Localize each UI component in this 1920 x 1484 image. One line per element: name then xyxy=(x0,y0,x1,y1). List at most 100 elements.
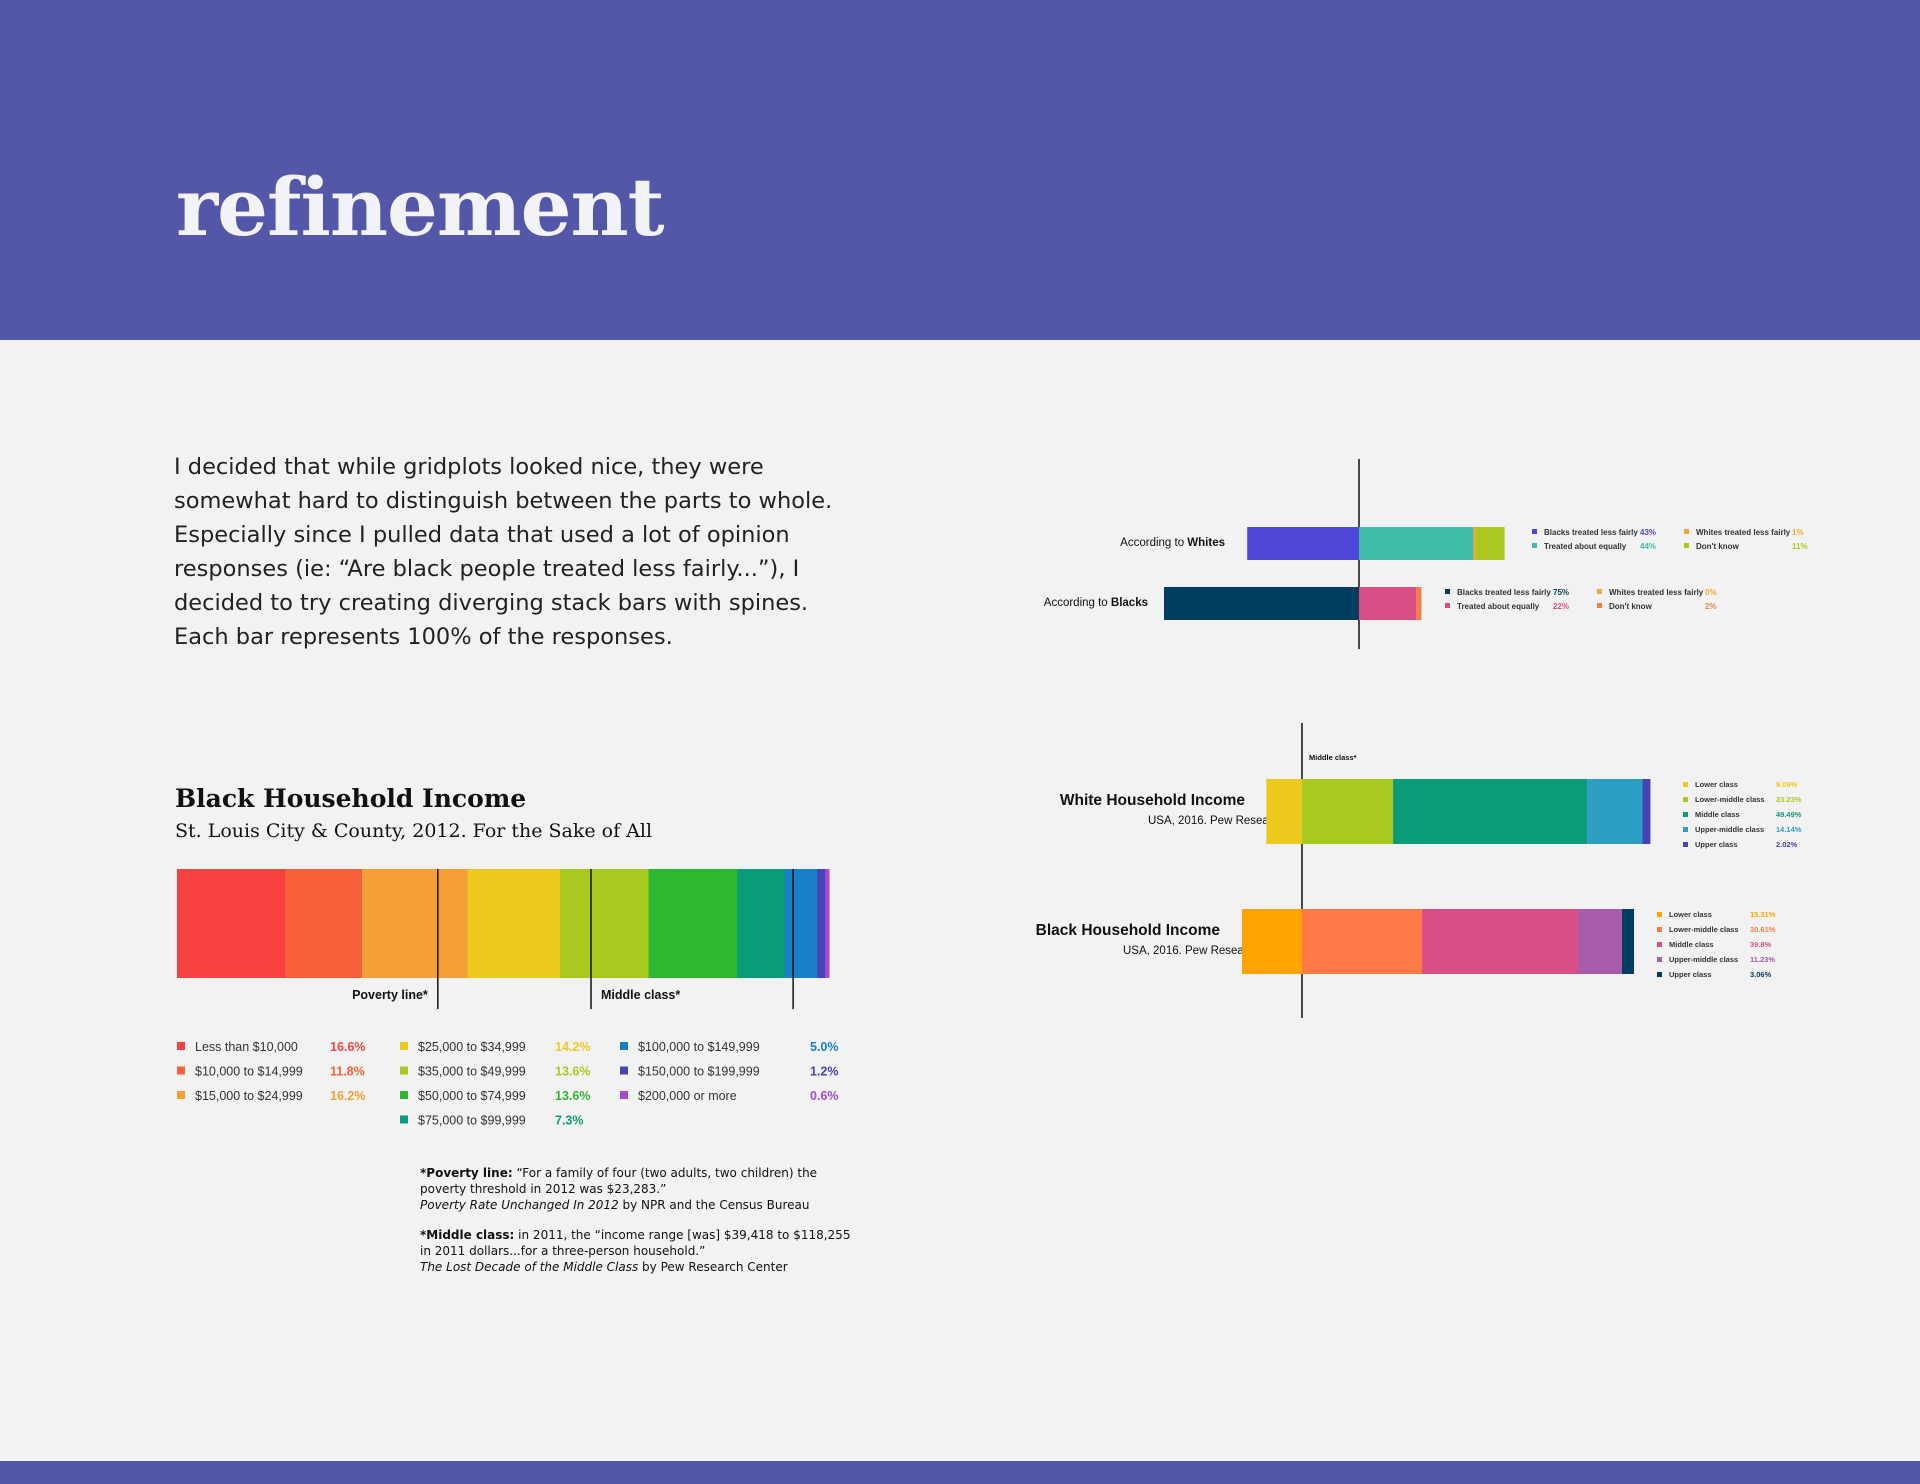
class-bar-segment xyxy=(1302,909,1422,974)
legend-label: $100,000 to $149,999 xyxy=(638,1040,760,1054)
stl-income-chart: Poverty line* Middle class* Less than $10,… xyxy=(177,869,839,1128)
income-bar-segment xyxy=(177,869,286,978)
legend-label: Treated about equally xyxy=(1457,602,1540,611)
black-income-subtitle: St. Louis City & County, 2012. For the S… xyxy=(175,820,653,842)
legend-swatch xyxy=(1657,942,1662,947)
middle-footnote-head: *Middle class: xyxy=(420,1228,515,1242)
class-bar-segment xyxy=(1622,909,1635,974)
income-bar-segment xyxy=(285,869,363,978)
legend-label: Lower class xyxy=(1669,910,1712,919)
legend-label: Upper-middle class xyxy=(1695,825,1764,834)
legend-label: Middle class xyxy=(1669,940,1714,949)
income-bar-segment xyxy=(559,869,650,978)
legend-swatch xyxy=(1684,543,1689,548)
class-bar-segment xyxy=(1421,909,1579,974)
legend-value: 14.14% xyxy=(1776,825,1802,834)
legend-value: 16.2% xyxy=(330,1089,365,1103)
legend-value: 49.49% xyxy=(1776,810,1802,819)
row-label-emphasis: Blacks xyxy=(1111,597,1148,609)
opinion-bar-segment xyxy=(1164,587,1359,620)
row-label-emphasis: Whites xyxy=(1187,537,1225,549)
legend-label: $200,000 or more xyxy=(638,1089,737,1103)
legend-label: Middle class xyxy=(1695,810,1740,819)
legend-swatch xyxy=(1657,927,1662,932)
intro-paragraph: I decided that while gridplots looked ni… xyxy=(174,454,833,650)
legend-label: Lower class xyxy=(1695,780,1738,789)
legend-label: Blacks treated less fairly xyxy=(1457,588,1551,597)
legend-swatch xyxy=(1532,529,1537,534)
poverty-footnote-head: *Poverty line: xyxy=(420,1166,513,1180)
legend-swatch xyxy=(400,1115,408,1124)
class-bar-segment xyxy=(1587,779,1643,844)
legend-swatch xyxy=(620,1042,628,1050)
legend-value: 1% xyxy=(1792,528,1804,537)
legend-value: 7.3% xyxy=(555,1114,584,1128)
black-income-title: Black Household Income xyxy=(175,784,527,813)
legend-value: 44% xyxy=(1640,542,1656,551)
legend-swatch xyxy=(1684,529,1689,534)
legend-label: $25,000 to $34,999 xyxy=(418,1040,526,1054)
legend-swatch xyxy=(1683,782,1688,787)
legend-value: 0% xyxy=(1705,588,1717,597)
legend-label: Whites treated less fairly xyxy=(1609,588,1704,597)
legend-label: $75,000 to $99,999 xyxy=(418,1114,526,1128)
legend-label: Don't know xyxy=(1696,542,1740,551)
income-bar-segment xyxy=(467,869,561,978)
opinion-bar-segment xyxy=(1247,527,1359,560)
legend-swatch xyxy=(1445,603,1450,608)
legend-label: $10,000 to $14,999 xyxy=(195,1065,303,1079)
legend-swatch xyxy=(1683,812,1688,817)
row-title: White Household Income xyxy=(1060,792,1246,809)
legend-label: Treated about equally xyxy=(1544,542,1627,551)
row-label-prefix: According to xyxy=(1120,537,1187,549)
legend-swatch xyxy=(177,1042,185,1050)
class-bar-segment xyxy=(1302,779,1394,844)
legend-label: Less than $10,000 xyxy=(195,1040,298,1054)
income-bar-segment xyxy=(361,869,469,978)
class-diverging-chart: Middle class*White Household IncomeUSA, … xyxy=(1036,723,1802,1018)
income-bar-segment xyxy=(825,869,830,978)
class-bar-segment xyxy=(1578,909,1623,974)
legend-swatch xyxy=(1657,957,1662,962)
legend-value: 9.09% xyxy=(1776,780,1798,789)
legend-swatch xyxy=(1683,797,1688,802)
legend-label: Upper class xyxy=(1669,970,1712,979)
legend-swatch xyxy=(1597,603,1602,608)
legend-value: 43% xyxy=(1640,528,1656,537)
poverty-footnote-source-rest: by NPR and the Census Bureau xyxy=(618,1198,810,1212)
class-bar-segment xyxy=(1642,779,1651,844)
income-bar-segment xyxy=(648,869,738,978)
legend-swatch xyxy=(1683,827,1688,832)
row-label: According to Blacks xyxy=(1044,597,1148,609)
legend-value: 11.8% xyxy=(330,1065,365,1079)
annotation-label: Poverty line* xyxy=(352,988,428,1002)
legend-value: 2% xyxy=(1705,602,1717,611)
row-label-prefix: According to xyxy=(1044,597,1111,609)
legend-value: 11.23% xyxy=(1750,955,1775,964)
legend-value: 22% xyxy=(1553,602,1569,611)
legend-label: Don't know xyxy=(1609,602,1653,611)
row-label: According to Whites xyxy=(1120,537,1225,549)
legend-label: Whites treated less fairly xyxy=(1696,528,1791,537)
opinion-bar-segment xyxy=(1416,587,1422,620)
legend-value: 3.06% xyxy=(1750,970,1772,979)
legend-swatch xyxy=(1597,589,1602,594)
legend-swatch xyxy=(620,1091,628,1099)
middle-footnote-source: The Lost Decade of the Middle Class xyxy=(420,1260,639,1274)
legend-swatch xyxy=(620,1066,628,1075)
poverty-footnote-text: “For a family of four (two adults, two c… xyxy=(420,1166,818,1196)
legend-value: 11% xyxy=(1792,542,1808,551)
legend-label: Lower-middle class xyxy=(1695,795,1765,804)
legend-value: 2.02% xyxy=(1776,840,1798,849)
opinion-bar-segment xyxy=(1476,527,1505,560)
legend-value: 14.2% xyxy=(555,1040,590,1054)
class-bar-segment xyxy=(1393,779,1588,844)
legend-value: 15.31% xyxy=(1750,910,1776,919)
legend-label: Blacks treated less fairly xyxy=(1544,528,1638,537)
legend-swatch xyxy=(1683,842,1688,847)
legend-value: 5.0% xyxy=(810,1040,839,1054)
poverty-footnote-source: Poverty Rate Unchanged In 2012 xyxy=(420,1198,619,1212)
income-bar-segment xyxy=(784,869,818,978)
legend-label: $35,000 to $49,999 xyxy=(418,1065,526,1079)
class-bar-segment xyxy=(1266,779,1302,844)
